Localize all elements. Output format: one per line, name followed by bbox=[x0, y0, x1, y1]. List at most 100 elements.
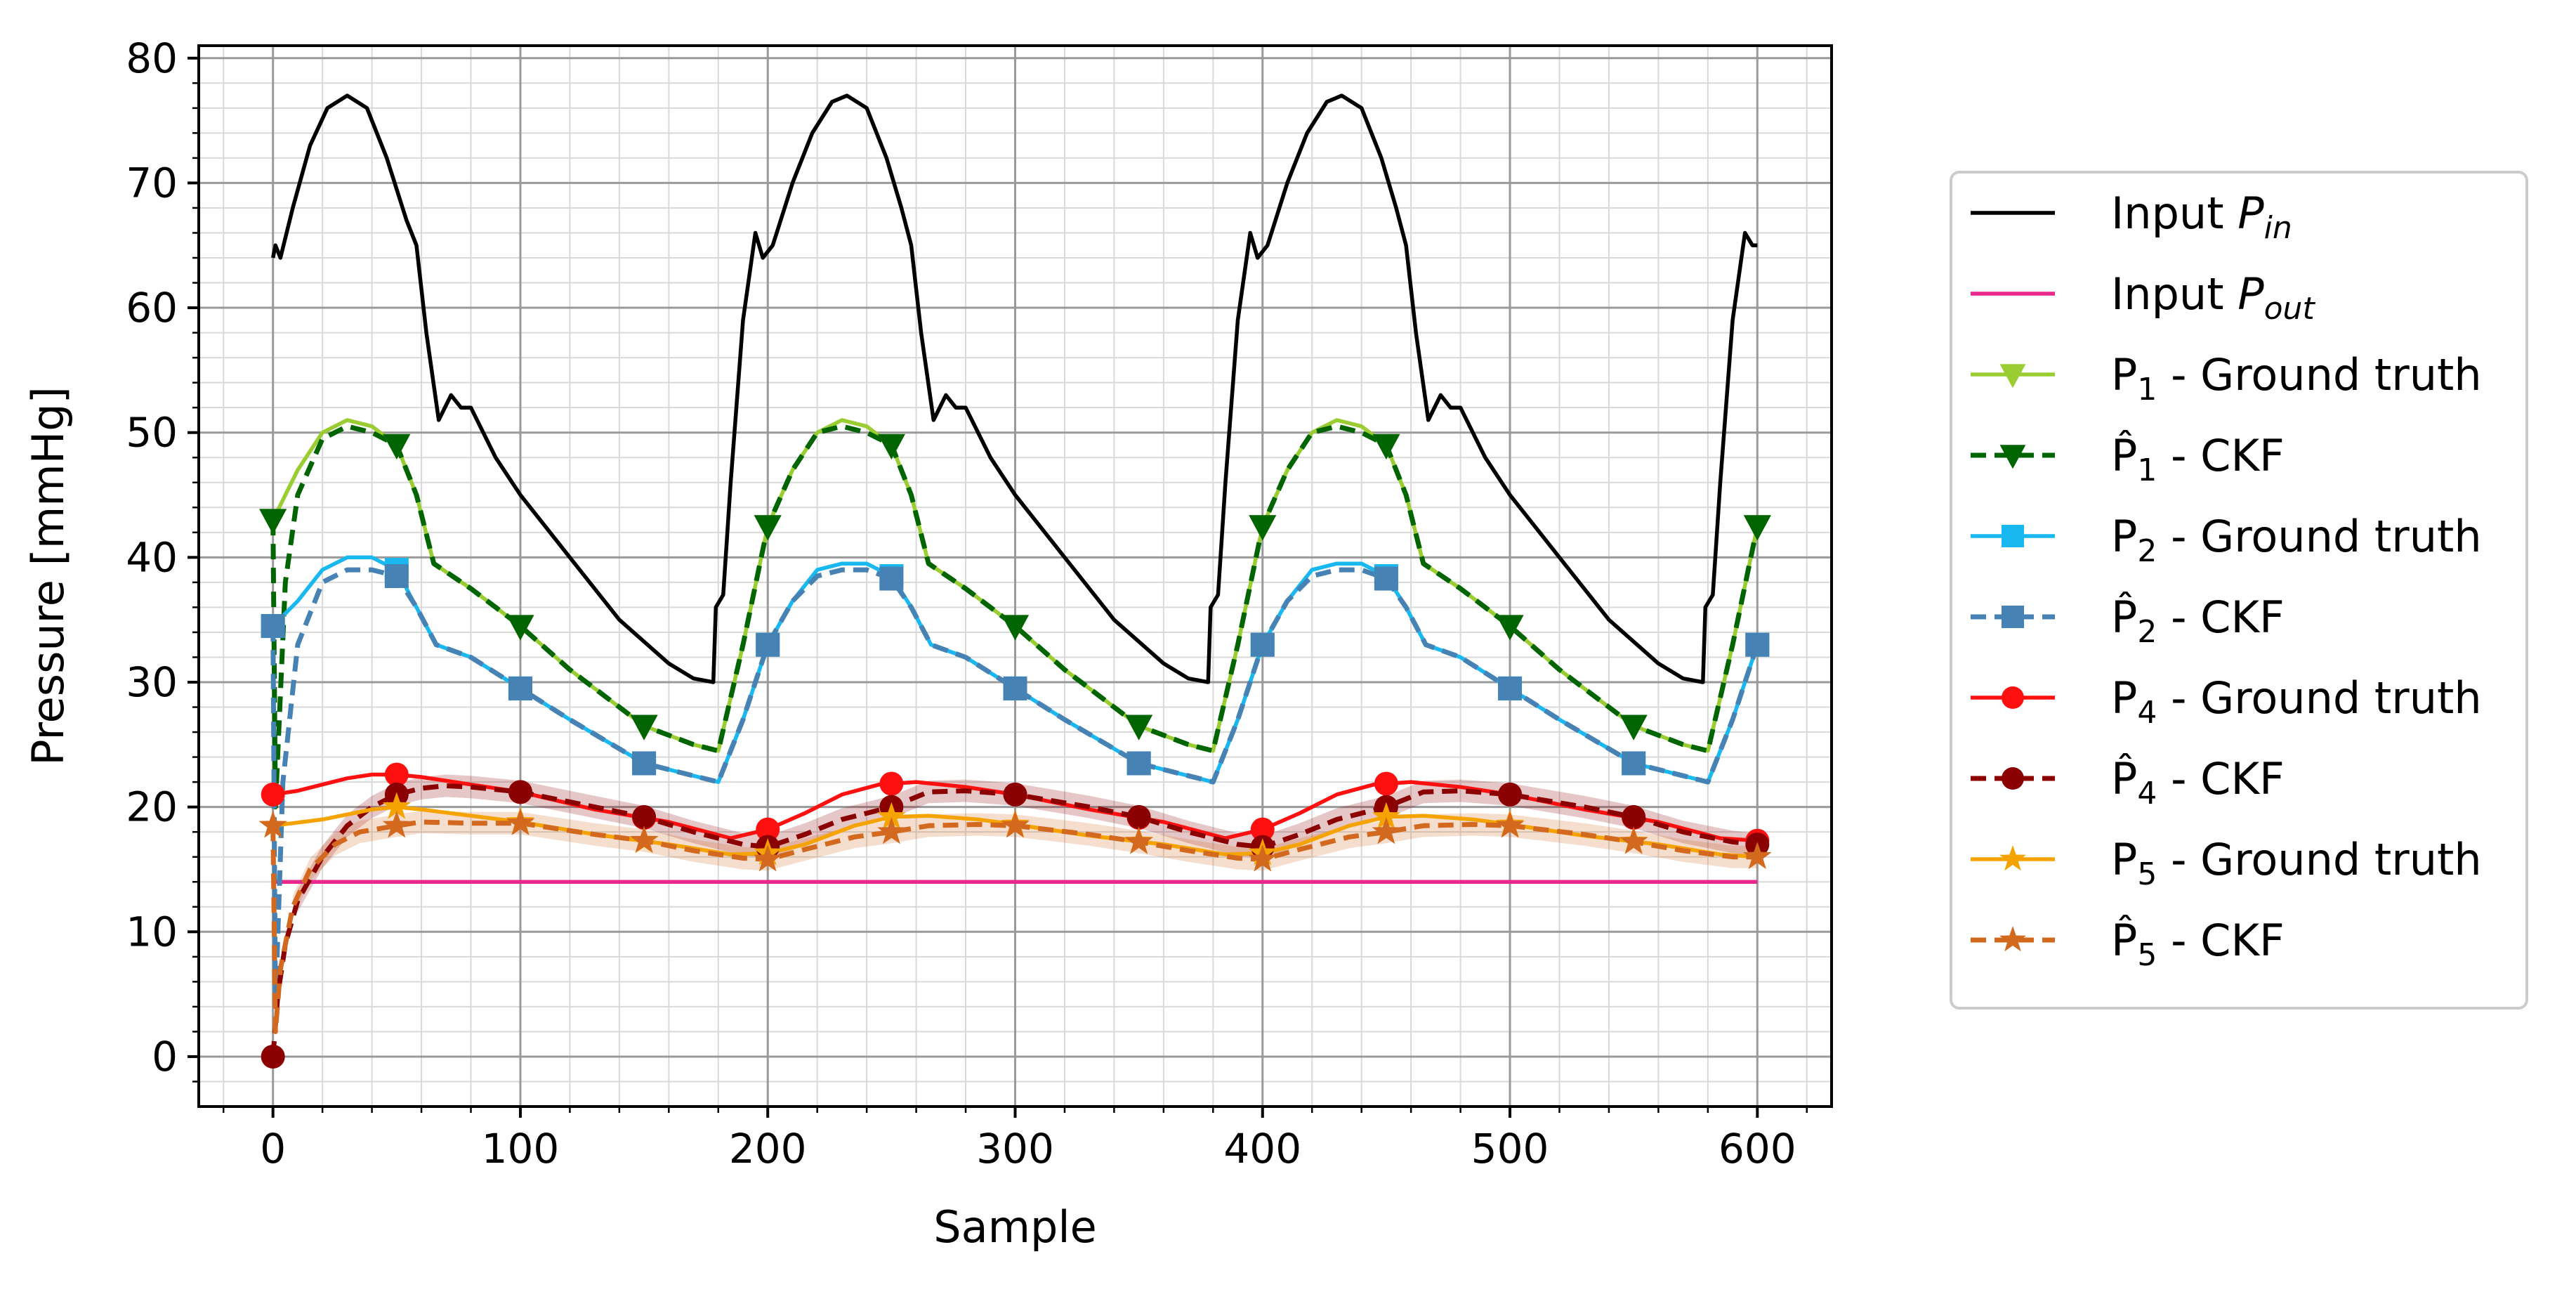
legend-item: P̂2 - CKF bbox=[1971, 592, 2285, 650]
legend-marker bbox=[2002, 606, 2024, 628]
x-tick-label: 300 bbox=[976, 1125, 1054, 1173]
data-point bbox=[1498, 782, 1523, 807]
y-tick-label: 10 bbox=[126, 908, 178, 955]
data-point bbox=[384, 762, 409, 787]
y-tick-label: 50 bbox=[126, 409, 178, 457]
data-point bbox=[877, 802, 906, 830]
y-tick-label: 0 bbox=[152, 1033, 178, 1081]
legend-marker bbox=[2002, 525, 2024, 547]
data-point bbox=[261, 614, 285, 639]
data-point bbox=[1126, 804, 1151, 829]
x-axis-title: Sample bbox=[933, 1201, 1096, 1253]
y-axis-title: Pressure [mmHg] bbox=[22, 386, 74, 766]
data-point bbox=[879, 566, 904, 591]
legend-label: P̂5 - CKF bbox=[2111, 915, 2285, 973]
data-point bbox=[754, 515, 782, 541]
x-tick-label: 400 bbox=[1223, 1125, 1301, 1173]
data-point bbox=[1496, 615, 1524, 641]
data-point bbox=[1124, 827, 1153, 854]
axes: 0 100 200 300 400 500 600 0 10 20 30 40 50 60 70 80 bbox=[126, 34, 1833, 1173]
grid bbox=[199, 46, 1832, 1107]
legend-item: P̂5 - CKF bbox=[1971, 915, 2285, 973]
y-tick-label: 70 bbox=[126, 159, 178, 207]
data-point bbox=[632, 751, 657, 776]
legend-label: P̂1 - CKF bbox=[2111, 430, 2285, 488]
data-point bbox=[756, 817, 780, 842]
series-markers bbox=[258, 433, 1772, 1069]
data-point bbox=[1003, 782, 1027, 807]
y-tick-label: 80 bbox=[126, 34, 178, 82]
series-lines bbox=[270, 93, 1760, 1057]
data-point bbox=[1374, 771, 1398, 796]
legend-label: P5 - Ground truth bbox=[2111, 834, 2482, 892]
legend-item: Input Pout bbox=[1971, 268, 2315, 327]
data-point bbox=[1249, 515, 1277, 541]
legend-item: Input Pin bbox=[1971, 188, 2292, 246]
data-point bbox=[630, 714, 658, 740]
legend-marker bbox=[1999, 926, 2026, 952]
data-point bbox=[382, 811, 411, 838]
y-tick-label: 40 bbox=[126, 533, 178, 581]
data-point bbox=[629, 826, 659, 853]
data-point bbox=[1743, 515, 1771, 541]
legend-label: P4 - Ground truth bbox=[2111, 672, 2482, 731]
y-tick-label: 30 bbox=[126, 658, 178, 706]
legend-label: P̂4 - CKF bbox=[2111, 753, 2285, 811]
data-point bbox=[1248, 844, 1277, 872]
data-point bbox=[1622, 751, 1646, 776]
data-point bbox=[1622, 804, 1646, 829]
data-point bbox=[877, 816, 906, 844]
data-point bbox=[632, 804, 657, 829]
legend-item: P̂1 - CKF bbox=[1971, 430, 2285, 488]
data-point bbox=[1250, 817, 1275, 842]
data-point bbox=[1619, 827, 1648, 854]
data-point bbox=[877, 433, 905, 459]
legend-marker bbox=[2002, 767, 2024, 790]
data-point bbox=[1126, 751, 1151, 776]
y-tick-label: 20 bbox=[126, 783, 178, 831]
data-point bbox=[754, 844, 782, 872]
data-point bbox=[1495, 811, 1525, 838]
data-point bbox=[258, 811, 287, 838]
data-point bbox=[1125, 714, 1153, 740]
legend-item: P5 - Ground truth bbox=[1971, 834, 2482, 892]
legend-marker bbox=[1999, 445, 2026, 469]
legend-label: P̂2 - CKF bbox=[2111, 592, 2285, 650]
legend-item: P̂4 - CKF bbox=[1971, 753, 2285, 811]
data-point bbox=[1745, 632, 1770, 657]
x-tick-label: 0 bbox=[260, 1125, 286, 1173]
data-point bbox=[1001, 811, 1030, 838]
data-point bbox=[1619, 714, 1648, 740]
data-point bbox=[1003, 676, 1027, 700]
data-point bbox=[1001, 615, 1030, 641]
data-point bbox=[508, 780, 532, 804]
legend: Input Pin Input Pout P1 - Ground truth P̂1 … bbox=[1950, 171, 2528, 1010]
data-point bbox=[508, 676, 532, 700]
series-line-0 bbox=[271, 93, 1758, 684]
x-tick-label: 500 bbox=[1471, 1125, 1549, 1173]
data-point bbox=[756, 632, 780, 657]
series-line-9 bbox=[270, 819, 1758, 1034]
data-point bbox=[1743, 842, 1772, 869]
data-point bbox=[1498, 676, 1523, 700]
data-point bbox=[879, 771, 904, 796]
data-point bbox=[384, 564, 409, 588]
legend-box bbox=[1950, 171, 2528, 1010]
x-tick-label: 200 bbox=[729, 1125, 807, 1173]
legend-item: P2 - Ground truth bbox=[1971, 511, 2482, 569]
data-point bbox=[1374, 566, 1398, 591]
x-tick-label: 600 bbox=[1719, 1125, 1796, 1173]
legend-label: P1 - Ground truth bbox=[2111, 349, 2482, 407]
data-point bbox=[1250, 632, 1275, 657]
legend-label: Input Pout bbox=[2111, 268, 2315, 327]
series-line-3 bbox=[270, 424, 1760, 810]
legend-marker bbox=[1999, 845, 2026, 871]
data-point bbox=[261, 1044, 285, 1069]
data-point bbox=[382, 792, 411, 819]
series-line-8 bbox=[272, 804, 1758, 859]
data-point bbox=[383, 433, 411, 459]
x-tick-label: 100 bbox=[482, 1125, 560, 1173]
data-point bbox=[1372, 802, 1401, 830]
